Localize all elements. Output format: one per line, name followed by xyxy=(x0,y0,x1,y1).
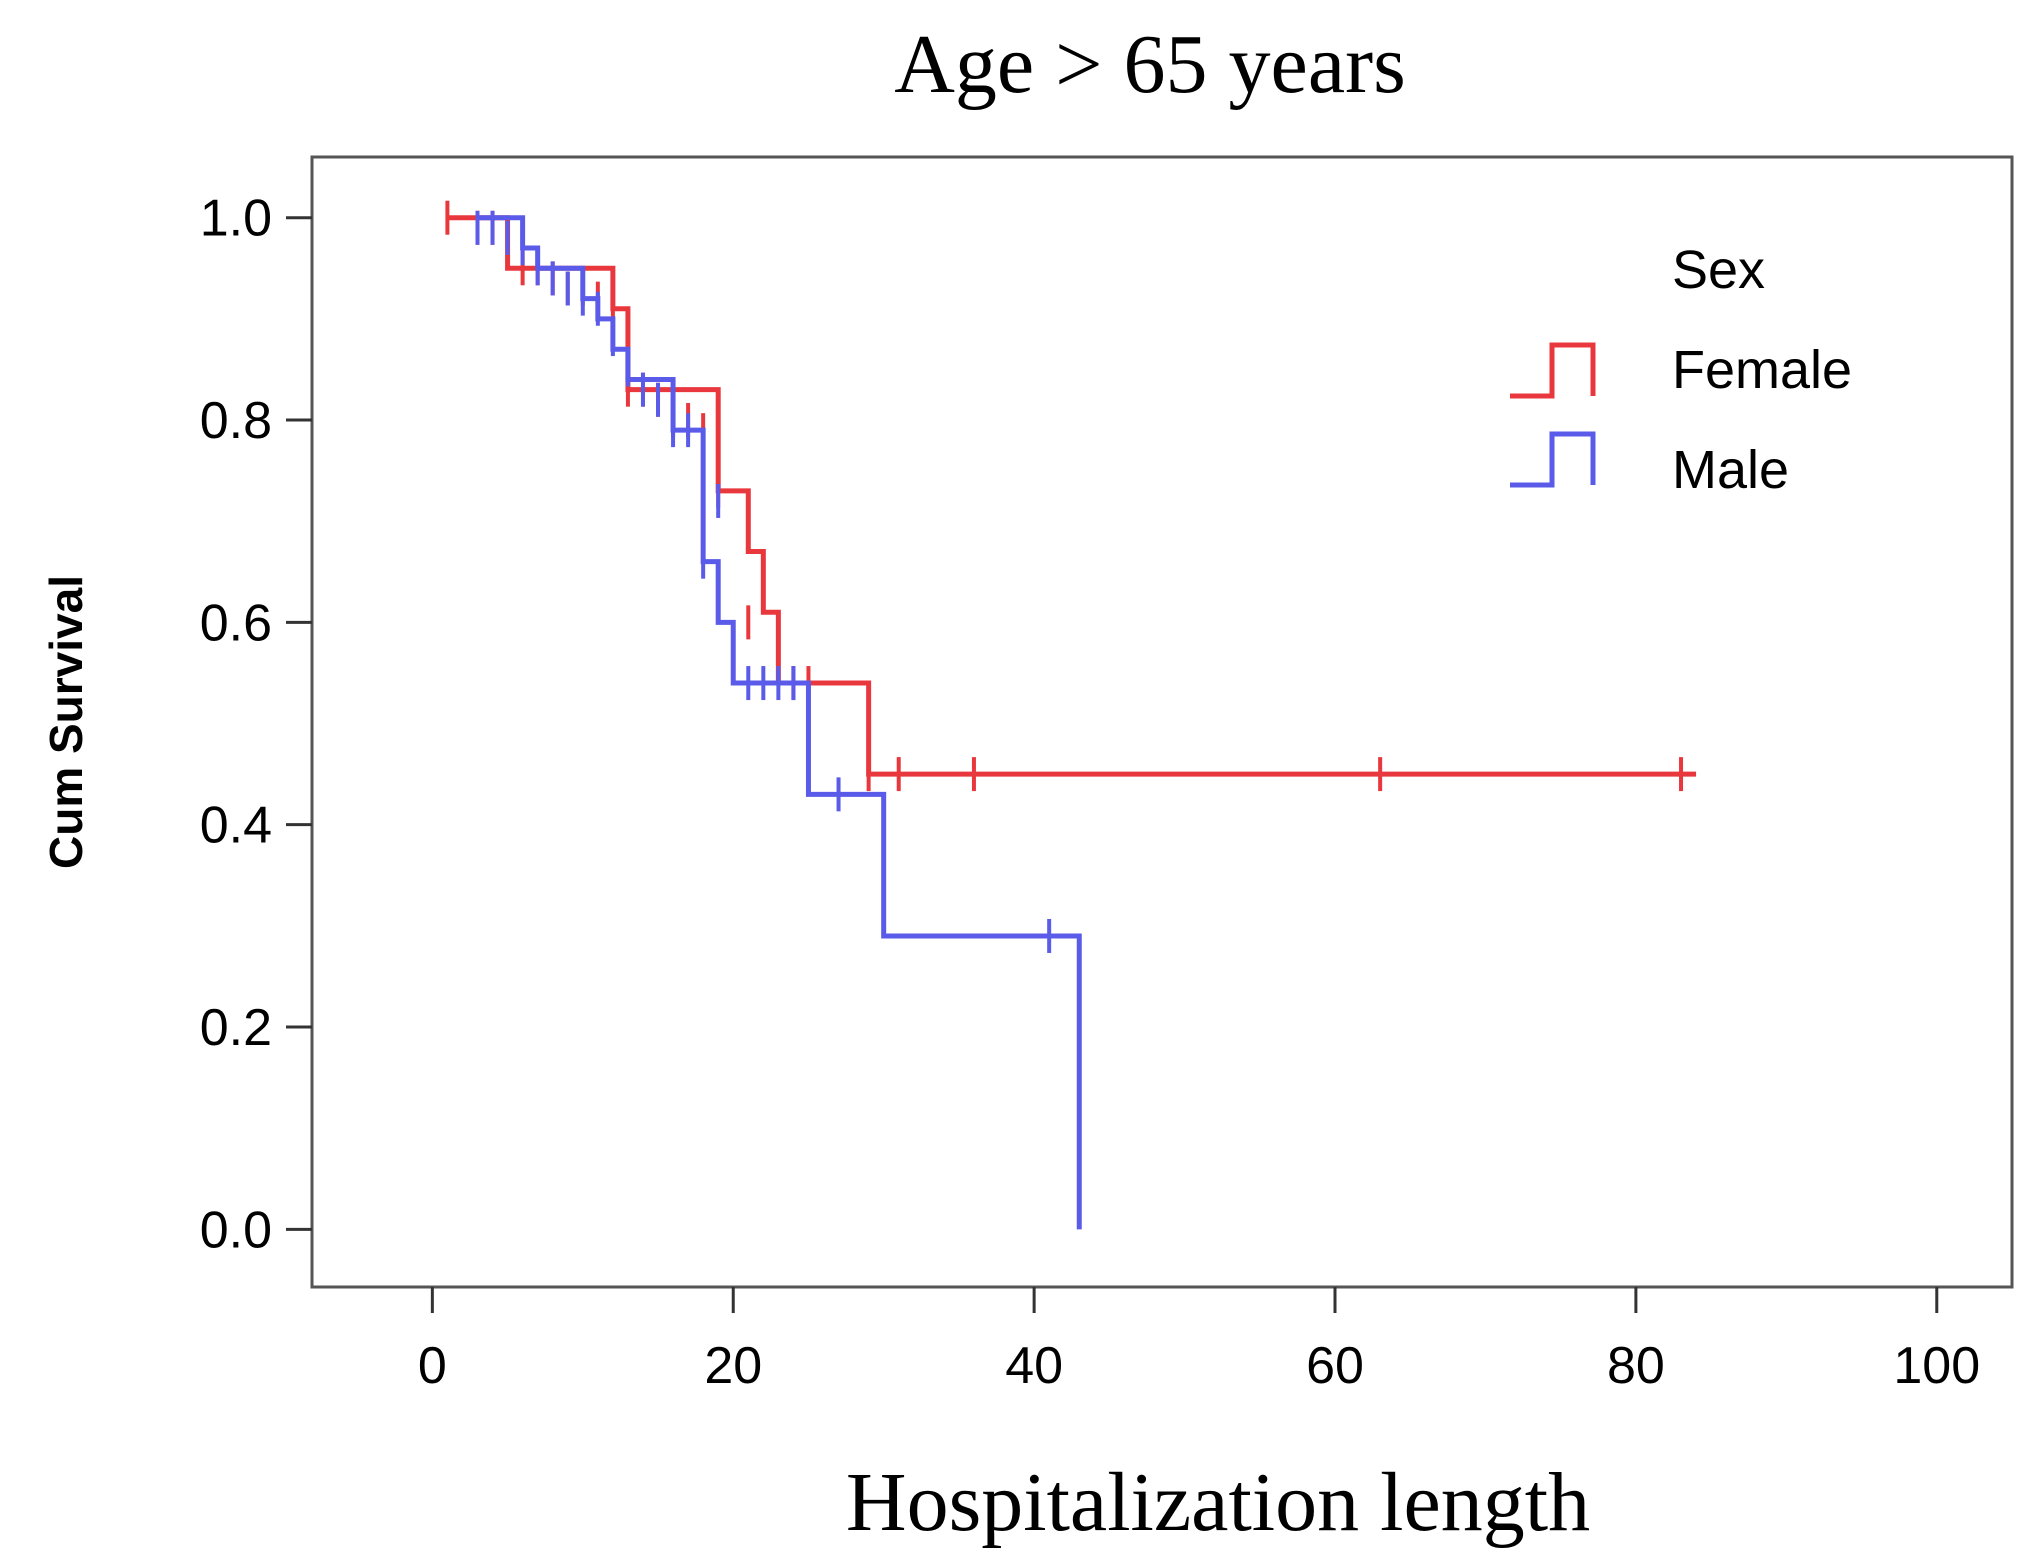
legend-female-label: Female xyxy=(1672,340,1852,400)
male-survival-curve xyxy=(477,215,1082,1230)
legend-title: Sex xyxy=(1672,240,1765,300)
y-tick-label: 0.0 xyxy=(200,1201,272,1259)
chart-title: Age > 65 years xyxy=(894,18,1406,111)
y-tick-label: 0.6 xyxy=(200,594,272,652)
legend-male-label: Male xyxy=(1672,440,1789,500)
y-axis-label: Cum Survival xyxy=(40,575,92,869)
legend-female-swatch xyxy=(1510,342,1596,399)
x-axis: 0 20 40 60 80 100 xyxy=(418,1287,1980,1395)
plot-frame xyxy=(310,155,2014,1289)
x-tick-label: 80 xyxy=(1607,1337,1665,1395)
x-axis-label: Hospitalization length xyxy=(846,1456,1590,1549)
x-tick-label: 0 xyxy=(418,1337,447,1395)
y-tick-label: 0.2 xyxy=(200,999,272,1057)
female-survival-curve xyxy=(447,215,1697,777)
y-tick-label: 0.4 xyxy=(200,797,272,855)
legend: Sex Female Male xyxy=(1510,240,1852,500)
y-tick-label: 1.0 xyxy=(200,190,272,248)
y-tick-label: 0.8 xyxy=(200,392,272,450)
x-tick-label: 40 xyxy=(1005,1337,1063,1395)
legend-male-swatch xyxy=(1510,431,1596,488)
x-tick-label: 60 xyxy=(1306,1337,1364,1395)
y-axis: 0.0 0.2 0.4 0.6 0.8 1.0 xyxy=(200,190,312,1259)
x-tick-label: 20 xyxy=(704,1337,762,1395)
series-layer xyxy=(445,200,1697,1230)
x-tick-label: 100 xyxy=(1893,1337,1980,1395)
